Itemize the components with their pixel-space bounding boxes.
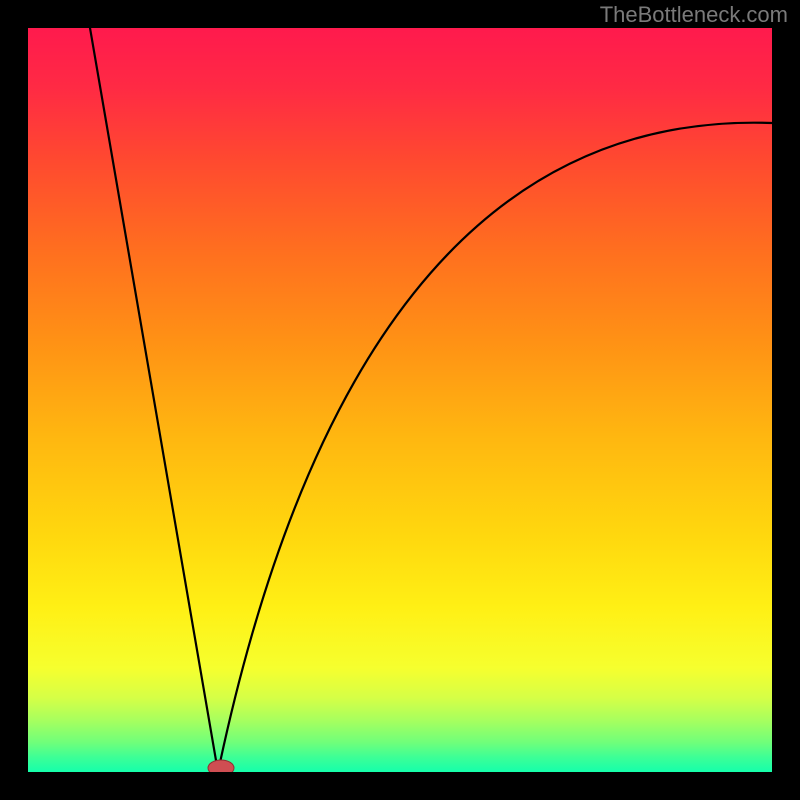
watermark-text: TheBottleneck.com xyxy=(600,2,788,28)
chart-container: TheBottleneck.com xyxy=(0,0,800,800)
plot-area xyxy=(28,28,772,772)
gradient-background xyxy=(28,28,772,772)
plot-svg xyxy=(28,28,772,772)
optimal-point-marker xyxy=(208,760,234,772)
